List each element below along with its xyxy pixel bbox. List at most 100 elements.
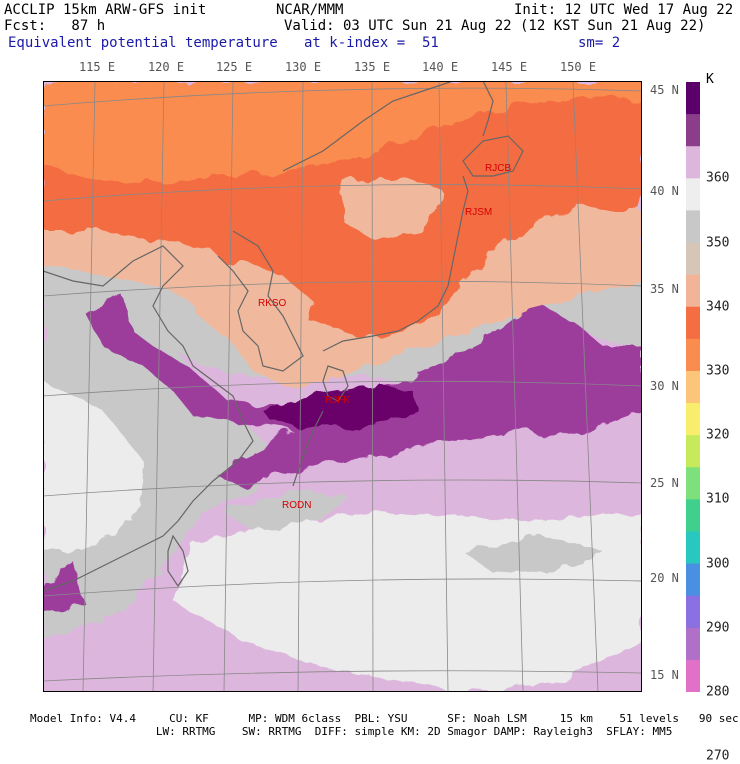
dark-purple-core [263,386,418,429]
colorbar-swatch [686,370,700,404]
tan-patch-sea [343,176,443,241]
colorbar-label-320: 320 [706,427,730,443]
red-region-main [43,96,642,336]
meridian-145 [505,81,524,692]
model-info-line2: LW: RRTMG SW: RRTMG DIFF: simple KM: 2D … [30,725,673,738]
meridian-140 [438,81,449,692]
field-shading [43,81,642,692]
lat-label-40: 40 N [650,184,679,198]
lon-label-150: 150 E [559,60,597,74]
coast-sakhalin [482,81,494,137]
coast-china [43,245,254,592]
lat-label-20: 20 N [650,571,679,585]
parallel-15 [43,670,642,682]
lat-label-25: 25 N [650,476,679,490]
colorbar-swatch [686,627,700,661]
model-title: ACCLIP 15km ARW-GFS init [4,2,207,18]
colorbar-label-290: 290 [706,620,730,636]
colorbar-swatch [686,499,700,532]
lon-label-115: 115 E [78,60,116,74]
light-grey-west [43,381,143,551]
parallel-25 [43,479,642,497]
stations: RJCB RJSM RKSO RJFK RODN [258,163,511,511]
colorbar-swatch [686,659,700,692]
lat-label-15: 15 N [650,668,679,682]
colorbar-swatch [686,82,700,115]
meridian-125 [223,81,234,692]
coast-russia [282,81,454,172]
colorbar-swatch [686,403,700,436]
coast-ryukyu [292,410,324,487]
coastlines [43,81,524,592]
meridian-120 [152,81,165,692]
colorbar-swatch [686,242,700,276]
lat-label-35: 35 N [650,282,679,296]
purple-belt [83,296,642,486]
colorbar-swatch [686,146,700,179]
station-rkso: RKSO [258,298,287,309]
parallel-45 [43,87,642,107]
coast-kyushu [322,365,349,402]
grey-streak-2 [463,536,603,573]
colorbar-swatch [686,306,700,340]
parallel-35 [43,280,642,297]
colorbar-label-360: 360 [706,170,730,186]
colorbar-swatch [686,210,700,244]
purple-patch-west [43,561,83,611]
level-info: at k-index = 51 [304,35,439,51]
organization: NCAR/MMM [276,2,344,18]
parallel-40 [43,184,642,202]
lon-label-135: 135 E [353,60,391,74]
colorbar-label-280: 280 [706,684,730,700]
meridian-150 [572,81,599,692]
lon-label-140: 140 E [421,60,459,74]
colorbar-label-300: 300 [706,556,730,572]
colorbar-swatch [686,338,700,372]
parallel-30 [43,380,642,397]
coast-hokkaido [462,135,524,177]
field-name: Equivalent potential temperature [8,35,278,51]
station-rjsm: RJSM [465,207,492,218]
meridian-130 [297,81,304,692]
colorbar-label-330: 330 [706,363,730,379]
parallel-20 [43,578,642,597]
station-rjfk: RJFK [325,395,350,406]
forecast-hour: Fcst: 87 h [4,18,106,34]
lat-label-45: 45 N [650,83,679,97]
colorbar-swatch [686,563,700,597]
colorbar-label-350: 350 [706,235,730,251]
graticule [43,81,642,692]
colorbar-swatch [686,435,700,468]
colorbar-swatch [686,531,700,565]
lon-label-145: 145 E [490,60,528,74]
lon-label-120: 120 E [147,60,185,74]
colorbar-label-270: 270 [706,748,730,764]
colorbar-swatch [686,114,700,147]
colorbar-unit: K [706,72,714,87]
meridian-135 [371,81,374,692]
grey-streak-1 [223,491,353,531]
lon-label-130: 130 E [284,60,322,74]
theta-e-map: RJCB RJSM RKSO RJFK RODN [43,81,642,692]
lon-label-125: 125 E [215,60,253,74]
smoothing-info: sm= 2 [578,35,621,51]
map-frame [43,81,642,692]
coast-japan-honshu [322,175,469,352]
colorbar-label-310: 310 [706,491,730,507]
tan-patch-korea [193,261,313,356]
colorbar-swatch [686,595,700,629]
valid-time: Valid: 03 UTC Sun 21 Aug 22 (12 KST Sun … [284,18,706,34]
meridian-115 [82,81,96,692]
colorbar-label-340: 340 [706,299,730,315]
colorbar-swatch [686,467,700,500]
colorbar [686,82,700,692]
colorbar-swatch [686,274,700,308]
station-rodn: RODN [282,500,311,511]
coast-taiwan [167,534,189,588]
lat-label-30: 30 N [650,379,679,393]
station-rjcb: RJCB [485,163,511,174]
init-time: Init: 12 UTC Wed 17 Aug 22 [514,2,734,18]
coast-korea [217,230,304,372]
model-info-line1: Model Info: V4.4 CU: KF MP: WDM 6class P… [30,712,739,725]
colorbar-swatch [686,178,700,211]
